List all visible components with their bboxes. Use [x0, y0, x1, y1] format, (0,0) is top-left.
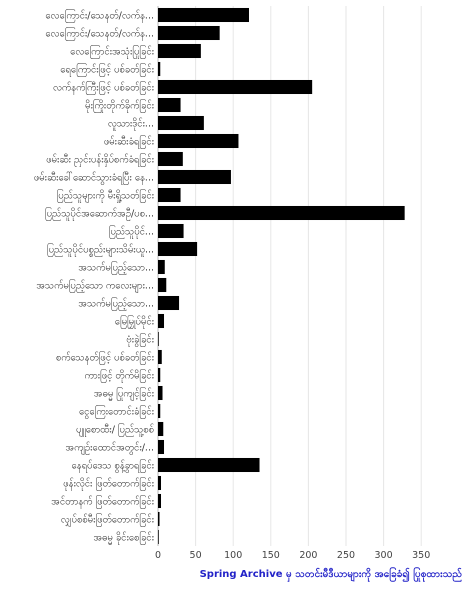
category-label: လူသားဒိုင်း... — [108, 119, 154, 131]
category-label: မြေမြှုပ်မိုင်း — [115, 316, 155, 329]
category-label: ဗုံးခွဲခြင်း — [126, 334, 154, 347]
category-label: အင်တာနက် ဖြတ်တောက်ခြင်း — [51, 496, 154, 509]
category-label: ရေကြောင်းဖြင့် ပစ်ခတ်ခြင်း — [60, 64, 154, 77]
bar[interactable] — [158, 79, 313, 95]
bar[interactable] — [158, 367, 161, 383]
category-label: အသက်မပြည့်သော... — [78, 298, 154, 311]
category-label: ဖမ်းဆီးခေါ်ဆောင်သွားခံရပြီး နေ... — [34, 173, 154, 185]
x-tick-label: 350 — [412, 550, 430, 561]
bar[interactable] — [158, 241, 198, 257]
bar[interactable] — [158, 61, 161, 77]
bar[interactable] — [158, 475, 162, 491]
category-labels: လေကြောင်း/သေနတ်/လက်န... လေကြောင်း/သေနတ်/လ… — [34, 10, 155, 545]
bar[interactable] — [158, 295, 180, 311]
category-label: လေကြောင်း/သေနတ်/လက်န... — [45, 10, 154, 23]
bar[interactable] — [158, 385, 163, 401]
bars — [158, 7, 405, 545]
bar[interactable] — [158, 331, 159, 347]
category-label: ပြည်သူပိုင်ပစ္စည်းများသိမ်းယူ... — [47, 244, 154, 257]
x-tick-label: 50 — [190, 550, 202, 561]
category-label: အဓမ္မ ခိုင်းစေခြင်း — [93, 532, 154, 545]
x-axis-title: Spring Archive မှ သတင်းမီဒီယာများကို အခြ… — [200, 566, 462, 583]
category-label: ဖမ်းဆီး ညှင်းပန်းနှိပ်စက်ခံရခြင်း — [46, 154, 154, 167]
bar[interactable] — [158, 511, 160, 527]
bar[interactable] — [158, 43, 201, 59]
category-label: ငွေကြေးတောင်းခံခြင်း — [79, 406, 155, 419]
x-tick-label: 150 — [262, 550, 280, 561]
category-label: အကျဉ်းထောင်အတွင်း/... — [65, 443, 154, 455]
bar[interactable] — [158, 421, 164, 437]
category-label: ပြည်သူများကို မီးရှို့သတ်ခြင်း — [57, 190, 155, 203]
bar[interactable] — [158, 7, 249, 23]
category-label: လေကြောင်းအသုံးပြုခြင်း — [70, 46, 154, 59]
x-tick-label: 250 — [337, 550, 355, 561]
bar[interactable] — [158, 457, 260, 473]
x-tick-labels: 0 50 100 150 200 250 300 350 — [155, 550, 430, 561]
x-tick-label: 100 — [224, 550, 242, 561]
category-label: လျှပ်စစ်မီးဖြတ်တောက်ခြင်း — [61, 514, 155, 527]
grid-lines — [157, 6, 422, 546]
category-label: နေရပ်ဒေသ စွန့်ခွာရခြင်း — [72, 460, 155, 473]
bar[interactable] — [158, 25, 220, 41]
bar[interactable] — [158, 277, 167, 293]
category-label: ဖုန်းလိုင်း ဖြတ်တောက်ခြင်း — [63, 478, 154, 491]
bar[interactable] — [158, 151, 183, 167]
category-label: လေကြောင်း/သေနတ်/လက်န... — [45, 28, 154, 41]
category-label: ပြည်သူပိုင်... — [109, 226, 154, 239]
x-tick-label: 200 — [299, 550, 317, 561]
bar[interactable] — [158, 97, 181, 113]
category-label: အသက်မပြည့်သော ကလေးများ... — [36, 280, 154, 293]
category-label: ဖမ်းဆီးခံရခြင်း — [104, 136, 155, 149]
bar[interactable] — [158, 259, 165, 275]
category-label: အသက်မပြည့်သော... — [78, 262, 154, 275]
bar[interactable] — [158, 493, 162, 509]
bar[interactable] — [158, 529, 159, 545]
bar[interactable] — [158, 223, 184, 239]
x-tick-label: 0 — [155, 550, 161, 561]
bar[interactable] — [158, 169, 231, 185]
category-label: စက်သေနတ်ဖြင့် ပစ်ခတ်ခြင်း — [56, 352, 155, 365]
bar[interactable] — [158, 313, 165, 329]
bar[interactable] — [158, 205, 405, 221]
bar[interactable] — [158, 403, 161, 419]
bar[interactable] — [158, 133, 239, 149]
bar[interactable] — [158, 439, 165, 455]
category-label: မိုးကြိုးတိုက်ခိုက်ခြင်း — [85, 100, 155, 113]
category-label: ပြည်သူပိုင်အဆောက်အဦ/ပစ... — [45, 208, 154, 221]
bar[interactable] — [158, 349, 162, 365]
category-label: ပျူစောထီး/ ပြည်သူ့စစ် — [76, 424, 154, 437]
category-label: ကားဖြင့် တိုက်မိခြင်း — [84, 370, 154, 383]
category-label: လက်နက်ကြီးဖြင့် ပစ်ခတ်ခြင်း — [53, 82, 155, 95]
category-label: အဓမ္မ ပြုကျင့်ခြင်း — [94, 388, 155, 401]
bar[interactable] — [158, 187, 181, 203]
x-tick-label: 300 — [375, 550, 393, 561]
bar[interactable] — [158, 115, 204, 131]
